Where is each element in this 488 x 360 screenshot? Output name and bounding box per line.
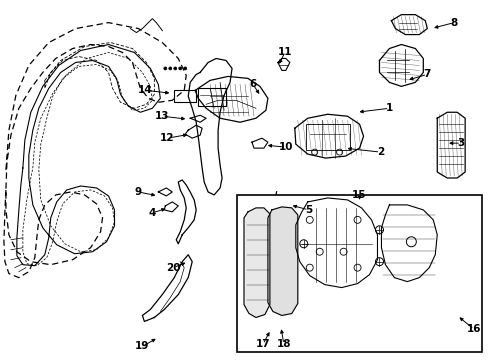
Text: 10: 10 bbox=[278, 142, 292, 152]
Bar bbox=[198, 88, 225, 106]
Bar bbox=[305, 124, 349, 150]
Circle shape bbox=[183, 67, 186, 70]
Circle shape bbox=[163, 67, 166, 70]
Text: 5: 5 bbox=[305, 205, 312, 215]
Text: 15: 15 bbox=[351, 190, 366, 200]
Text: 20: 20 bbox=[166, 263, 180, 273]
Text: 19: 19 bbox=[135, 341, 149, 351]
Polygon shape bbox=[244, 208, 269, 318]
Circle shape bbox=[168, 67, 171, 70]
Polygon shape bbox=[267, 207, 297, 315]
Text: 16: 16 bbox=[466, 324, 480, 334]
Text: 11: 11 bbox=[277, 48, 291, 58]
Text: 18: 18 bbox=[276, 339, 290, 349]
Text: 3: 3 bbox=[457, 138, 464, 148]
Text: 17: 17 bbox=[255, 339, 270, 349]
Text: 2: 2 bbox=[376, 147, 383, 157]
Text: 12: 12 bbox=[160, 133, 174, 143]
Circle shape bbox=[179, 67, 182, 70]
Text: 13: 13 bbox=[155, 111, 169, 121]
Text: 8: 8 bbox=[449, 18, 457, 28]
Text: 6: 6 bbox=[249, 79, 256, 89]
Text: 9: 9 bbox=[135, 187, 142, 197]
Bar bbox=[174, 90, 196, 102]
Circle shape bbox=[173, 67, 176, 70]
Text: 7: 7 bbox=[423, 69, 430, 80]
Text: 4: 4 bbox=[148, 208, 156, 218]
Text: 14: 14 bbox=[138, 85, 152, 95]
Text: 1: 1 bbox=[385, 103, 392, 113]
Bar bbox=[237, 195, 481, 352]
